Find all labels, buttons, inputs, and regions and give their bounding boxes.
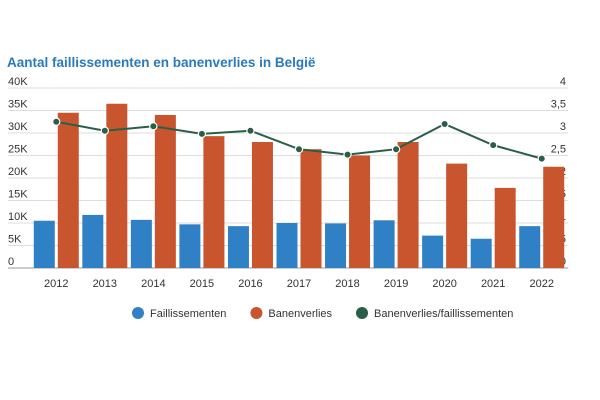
x-tick-label: 2015 [190,278,214,290]
legend-item[interactable]: Banenverlies [250,307,333,320]
ratio-point [52,117,61,126]
x-tick-label: 2021 [481,278,505,290]
ratio-point [100,126,110,135]
faillissementen-bar [82,214,104,268]
y-left-tick-label: 15K [8,189,28,201]
x-tick-label: 2020 [432,278,456,290]
y-right-tick-label: 3,5 [551,99,566,111]
banenverlies-bar [397,142,419,268]
y-left-tick-label: 10K [8,211,28,223]
legend-item[interactable]: Banenverlies/faillissementen [356,307,513,320]
x-tick-label: 2012 [44,278,68,290]
banenverlies-bar [543,166,565,268]
legend-item[interactable]: Faillissementen [132,307,226,320]
x-tick-label: 2013 [93,278,117,290]
y-left-tick-label: 25K [8,144,28,156]
legend-marker [356,307,369,319]
banenverlies-bar [349,155,371,268]
ratio-point [440,119,449,129]
ratio-point [488,140,498,150]
banenverlies-bar [300,149,322,268]
faillissementen-bar [519,226,541,268]
legend-marker [132,307,144,319]
faillissementen-bar [33,220,55,268]
ratio-point [197,129,207,139]
x-tick-label: 2019 [384,278,408,290]
banenverlies-bar [57,112,79,268]
ratio-point [343,150,352,159]
y-left-tick-label: 30K [8,121,28,133]
banenverlies-bar [154,115,176,268]
chart-title: Aantal faillissementen en banenverlies i… [7,55,316,70]
y-left-tick-label: 0 [8,256,14,268]
x-tick-label: 2014 [141,278,165,290]
ratio-point [246,126,255,135]
legend-label: Faillissementen [150,308,226,320]
legend-label: Banenverlies/faillissementen [374,308,513,320]
y-left-tick-label: 35K [8,99,28,111]
legend-marker [250,307,263,319]
banenverlies-bar [203,136,225,268]
faillissementen-bar [422,235,444,268]
faillissementen-bar [470,238,492,268]
x-tick-label: 2022 [529,278,553,290]
x-tick-label: 2017 [287,278,311,290]
faillissementen-bar [227,226,249,268]
faillissementen-bar [373,220,395,268]
ratio-point [294,144,304,154]
x-tick-label: 2018 [335,278,359,290]
y-right-tick-label: 2,5 [551,144,566,156]
ratio-point [391,144,401,154]
ratio-point [537,154,546,163]
banenverlies-bar [446,163,468,268]
faillissementen-bar [276,223,298,268]
banenverlies-bar [494,187,516,268]
y-left-tick-label: 20K [8,166,28,178]
y-left-tick-label: 40K [8,76,28,88]
faillissementen-bar [179,224,201,268]
legend-label: Banenverlies [268,308,332,320]
x-tick-label: 2016 [238,278,262,290]
y-left-tick-label: 5K [8,234,22,246]
ratio-point [149,122,158,131]
faillissementen-bar [325,223,347,268]
y-right-tick-label: 4 [560,76,566,88]
banenverlies-bar [251,142,273,268]
banenverlies-bar [106,103,128,268]
y-right-tick-label: 3 [560,121,566,133]
faillissementen-bar [130,219,152,268]
